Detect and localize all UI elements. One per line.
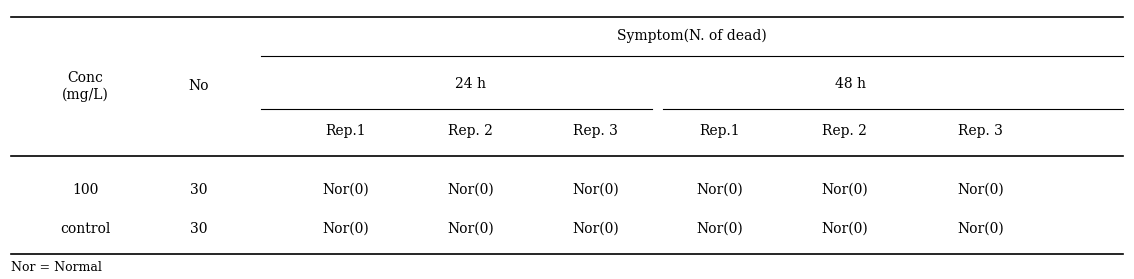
Text: Nor(0): Nor(0) xyxy=(696,222,744,236)
Text: Rep. 3: Rep. 3 xyxy=(573,124,618,138)
Text: Nor = Normal: Nor = Normal xyxy=(11,261,102,274)
Text: Symptom(N. of dead): Symptom(N. of dead) xyxy=(617,29,767,44)
Text: Nor(0): Nor(0) xyxy=(696,183,744,197)
Text: Nor(0): Nor(0) xyxy=(447,183,494,197)
Text: Rep. 2: Rep. 2 xyxy=(448,124,493,138)
Text: control: control xyxy=(60,222,110,236)
Text: Nor(0): Nor(0) xyxy=(322,222,370,236)
Text: Rep.1: Rep.1 xyxy=(325,124,366,138)
Text: 48 h: 48 h xyxy=(835,77,866,91)
Text: Nor(0): Nor(0) xyxy=(322,183,370,197)
Text: 30: 30 xyxy=(189,183,208,197)
Text: Nor(0): Nor(0) xyxy=(447,222,494,236)
Text: 100: 100 xyxy=(71,183,99,197)
Text: 24 h: 24 h xyxy=(455,77,486,91)
Text: Nor(0): Nor(0) xyxy=(821,183,869,197)
Text: Nor(0): Nor(0) xyxy=(572,222,619,236)
Text: Rep. 2: Rep. 2 xyxy=(822,124,868,138)
Text: 30: 30 xyxy=(189,222,208,236)
Text: Conc
(mg/L): Conc (mg/L) xyxy=(61,71,109,102)
Text: Rep.1: Rep.1 xyxy=(700,124,741,138)
Text: Rep. 3: Rep. 3 xyxy=(958,124,1004,138)
Text: Nor(0): Nor(0) xyxy=(957,183,1005,197)
Text: Nor(0): Nor(0) xyxy=(821,222,869,236)
Text: Nor(0): Nor(0) xyxy=(572,183,619,197)
Text: No: No xyxy=(188,80,209,93)
Text: Nor(0): Nor(0) xyxy=(957,222,1005,236)
